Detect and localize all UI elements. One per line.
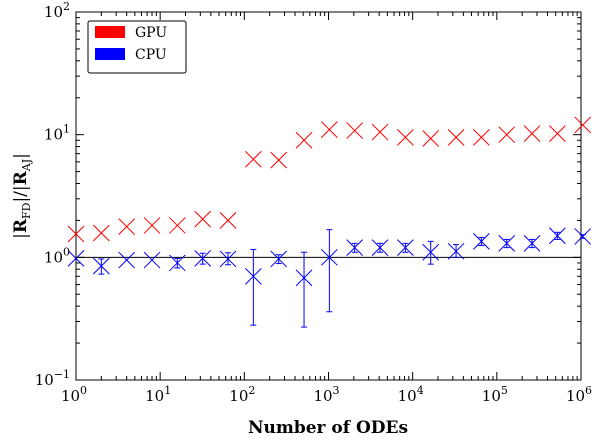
data-point bbox=[143, 217, 161, 234]
data-point bbox=[523, 235, 541, 252]
data-point bbox=[346, 122, 364, 139]
data-point bbox=[321, 248, 338, 266]
x-tick-label: 101 bbox=[145, 384, 171, 405]
legend-label-cpu: CPU bbox=[135, 47, 167, 63]
data-point bbox=[245, 150, 262, 168]
data-point bbox=[473, 232, 490, 250]
data-point bbox=[523, 125, 541, 142]
data-point bbox=[245, 267, 262, 285]
data-point bbox=[574, 116, 592, 134]
data-point bbox=[498, 235, 516, 252]
data-point bbox=[295, 269, 313, 287]
legend-swatch-gpu bbox=[95, 26, 125, 38]
data-point bbox=[295, 131, 313, 149]
x-tick-label: 100 bbox=[61, 384, 87, 405]
series-cpu bbox=[67, 227, 592, 328]
y-tick-label: 102 bbox=[44, 0, 70, 21]
legend-label-gpu: GPU bbox=[135, 25, 167, 41]
data-point bbox=[321, 121, 338, 138]
data-point bbox=[422, 243, 440, 261]
data-point bbox=[168, 217, 186, 234]
data-point bbox=[143, 251, 161, 269]
y-tick-label: 100 bbox=[44, 245, 70, 266]
data-point bbox=[371, 239, 389, 256]
data-point bbox=[92, 224, 110, 242]
data-point bbox=[194, 210, 212, 228]
data-point bbox=[397, 239, 414, 256]
data-point bbox=[371, 123, 389, 141]
x-tick-label: 106 bbox=[566, 384, 592, 405]
series-layer bbox=[67, 116, 592, 328]
x-tick-label: 102 bbox=[229, 384, 255, 405]
data-point bbox=[473, 129, 490, 146]
data-point bbox=[219, 212, 237, 229]
data-point bbox=[270, 151, 288, 169]
data-point bbox=[67, 250, 85, 267]
svg-text:|RFD|/|RAJ|: |RFD|/|RAJ| bbox=[11, 153, 33, 239]
data-point bbox=[92, 257, 110, 275]
y-axis-title: |RFD|/|RAJ| bbox=[11, 153, 33, 239]
data-point bbox=[447, 129, 465, 146]
data-point bbox=[447, 242, 465, 260]
series-gpu bbox=[67, 116, 592, 243]
x-axis: 100 101 102 103 104 105 106 bbox=[61, 12, 592, 405]
x-tick-label: 105 bbox=[482, 384, 508, 405]
data-point bbox=[346, 239, 364, 256]
data-point bbox=[574, 228, 592, 245]
data-point bbox=[270, 250, 288, 268]
legend: GPU CPU bbox=[87, 20, 187, 74]
data-point bbox=[498, 126, 516, 144]
data-point bbox=[194, 250, 212, 267]
y-tick-label: 101 bbox=[44, 123, 70, 144]
y-tick-label: 10−1 bbox=[35, 368, 70, 389]
data-point bbox=[219, 250, 237, 268]
data-point bbox=[549, 125, 566, 142]
data-point bbox=[67, 225, 85, 243]
y-axis: 10−1 100 101 102 bbox=[35, 0, 581, 389]
data-point bbox=[422, 130, 440, 147]
data-point bbox=[549, 227, 566, 245]
legend-swatch-cpu bbox=[95, 48, 125, 60]
x-tick-label: 103 bbox=[313, 384, 339, 405]
data-point bbox=[118, 218, 136, 235]
data-point bbox=[118, 251, 136, 269]
x-axis-title: Number of ODEs bbox=[248, 418, 408, 438]
x-tick-label: 104 bbox=[398, 384, 424, 405]
data-point bbox=[168, 254, 186, 272]
data-point bbox=[397, 129, 414, 146]
